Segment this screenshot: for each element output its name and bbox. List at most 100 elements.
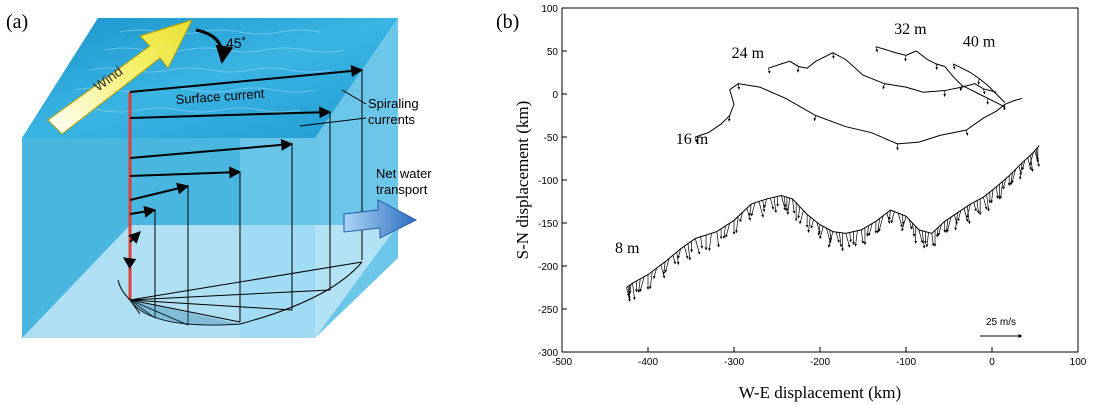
velocity-vector — [888, 210, 891, 221]
track-label: 24 m — [732, 45, 765, 62]
velocity-vector — [1028, 152, 1034, 166]
drifter-track — [768, 52, 997, 93]
velocity-vector — [921, 230, 926, 249]
angle-label: 45˚ — [226, 35, 246, 51]
velocity-vector — [882, 83, 886, 90]
velocity-vector — [878, 215, 884, 232]
y-tick-label: -250 — [538, 305, 558, 316]
velocity-vector — [628, 284, 632, 295]
velocity-vector — [746, 208, 751, 221]
velocity-vector — [965, 130, 969, 136]
y-tick-label: -150 — [538, 219, 558, 230]
velocity-vector — [946, 216, 952, 233]
y-tick-label: 100 — [541, 4, 558, 15]
velocity-vector — [845, 233, 851, 248]
drifter-tracks — [626, 46, 1040, 288]
velocity-vector — [935, 63, 938, 70]
velocity-vector — [990, 189, 994, 204]
drifter-track — [695, 83, 1023, 145]
velocity-vector — [649, 271, 653, 290]
velocity-vector — [904, 55, 907, 62]
scale-label: 25 m/s — [986, 317, 1016, 328]
velocity-vectors — [626, 46, 1040, 302]
velocity-vector — [875, 46, 879, 53]
velocity-vector — [664, 258, 670, 273]
spiral-projection-fan — [117, 261, 363, 326]
velocity-vector — [959, 85, 963, 91]
velocity-vector — [694, 136, 698, 143]
velocity-vector — [1009, 172, 1013, 186]
velocity-vector — [860, 229, 865, 244]
x-tick-label: -200 — [810, 357, 830, 368]
velocity-vector — [769, 197, 775, 210]
y-tick-label: -200 — [538, 262, 558, 273]
x-axis-ticks: -500 -400 -300 -200 -100 0 100 — [552, 347, 1087, 368]
velocity-vector — [931, 233, 935, 247]
velocity-vector — [835, 231, 840, 243]
velocity-vector — [901, 214, 905, 225]
velocity-vector — [807, 216, 811, 233]
drifter-track — [626, 145, 1040, 288]
velocity-vector — [653, 268, 657, 279]
velocity-vector — [925, 232, 929, 248]
drifter-track — [953, 63, 1006, 103]
velocity-vector — [1021, 160, 1026, 171]
y-tick-label: 50 — [547, 47, 559, 58]
velocity-vector — [831, 52, 835, 59]
velocity-vector — [796, 66, 800, 73]
y-tick-label: -50 — [544, 133, 559, 144]
velocity-vector — [762, 200, 766, 213]
velocity-vector — [918, 229, 924, 244]
velocity-vector — [660, 264, 666, 279]
velocity-vector — [763, 198, 768, 208]
velocity-vector — [700, 236, 704, 249]
velocity-vector — [780, 195, 787, 211]
velocity-vector — [819, 226, 824, 239]
velocity-vector — [767, 68, 771, 74]
velocity-vector — [799, 210, 804, 224]
velocity-vector — [758, 201, 764, 218]
x-tick-label: -400 — [638, 357, 658, 368]
panel-b: (b) -500 -400 -300 -200 -100 0 100 -300-250-20… — [496, 4, 1087, 402]
surface-current-label: Surface current — [175, 86, 265, 107]
velocity-vector — [626, 287, 630, 297]
velocity-vector — [839, 232, 843, 248]
velocity-vector — [739, 212, 743, 223]
velocity-vector — [935, 227, 939, 238]
panel-a-label: (a) — [6, 11, 28, 33]
velocity-vector — [735, 216, 739, 234]
velocity-vector — [890, 211, 895, 224]
velocity-vector — [810, 219, 814, 229]
velocity-vector — [687, 243, 692, 261]
spiraling-label-line1: Spiraling — [368, 96, 419, 111]
velocity-vector — [901, 216, 907, 232]
velocity-vector — [952, 63, 956, 70]
velocity-vector — [976, 200, 980, 214]
velocity-vector — [1011, 169, 1016, 184]
y-axis-label: S-N displacement (km) — [513, 101, 532, 260]
velocity-vector — [854, 230, 858, 247]
panel-b-label: (b) — [496, 11, 519, 33]
track-labels: 8 m 16 m 24 m 32 m 40 m — [615, 21, 996, 257]
velocity-vector — [1018, 162, 1023, 180]
ekman-spiral-vectors — [123, 65, 364, 269]
velocity-vector — [748, 204, 752, 216]
y-axis-ticks: -300 -250 -200 -150 -100 -50 0 50 100 — [538, 4, 567, 359]
drifter-track — [875, 46, 1006, 108]
x-tick-label: -300 — [724, 357, 744, 368]
y-tick-label: -100 — [538, 176, 558, 187]
velocity-vector — [725, 223, 731, 238]
velocity-vector — [716, 231, 720, 248]
net-transport-label-line1: Net water — [376, 166, 432, 181]
velocity-vector — [694, 238, 701, 255]
velocity-vector — [912, 222, 916, 237]
velocity-vector — [954, 212, 958, 231]
panel-a: (a) — [6, 11, 432, 338]
spiral-bottom-fill — [130, 300, 240, 325]
velocity-vector — [672, 255, 677, 265]
velocity-vector — [817, 224, 821, 236]
velocity-vector — [977, 78, 981, 85]
velocity-vector — [897, 213, 903, 228]
x-tick-label: -500 — [552, 357, 572, 368]
